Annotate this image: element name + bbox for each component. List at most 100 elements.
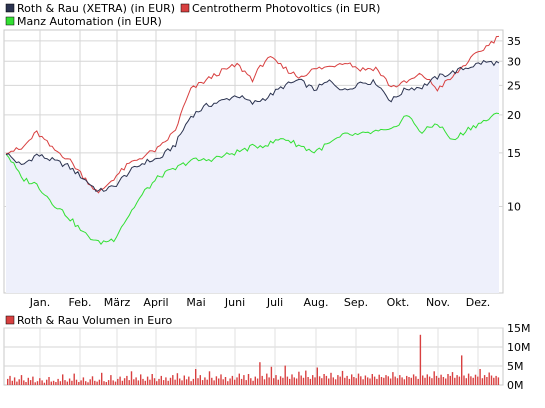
volume-plot-frame (3, 327, 504, 386)
volume-bar (273, 378, 275, 385)
volume-bar (188, 376, 190, 385)
volume-bar (32, 376, 34, 385)
volume-bar (94, 380, 96, 385)
month-tick-4: Mai (186, 296, 205, 309)
legend-swatch-roth-rau (5, 3, 15, 13)
legend-swatch-manz (5, 16, 15, 26)
volume-bar (332, 377, 334, 385)
volume-bar (318, 376, 321, 385)
volume-bar (247, 374, 250, 385)
volume-bar (284, 365, 286, 385)
volume-bar (50, 381, 52, 385)
volume-bar (467, 373, 470, 385)
volume-bar (208, 371, 211, 385)
volume-bar (82, 377, 85, 385)
volume-bar (490, 375, 493, 385)
volume-bar (110, 375, 112, 385)
volume-bar (126, 375, 128, 385)
month-tick-11: Dez. (466, 296, 491, 309)
volume-bar (121, 380, 124, 385)
volume-bar (254, 376, 256, 385)
volume-bar (9, 375, 11, 385)
volume-bar (190, 381, 192, 385)
volume-bar (348, 378, 351, 385)
volume-bar (410, 377, 412, 385)
volume-bar (73, 373, 75, 385)
volume-bar (346, 375, 348, 385)
volume-bar (29, 380, 32, 385)
volume-bar (387, 376, 389, 385)
volume-bar (185, 379, 188, 385)
volume-bar (367, 377, 369, 385)
volume-bar (57, 378, 59, 385)
month-tick-10: Nov. (426, 296, 450, 309)
volume-bar (39, 378, 41, 385)
volume-bar (133, 379, 135, 385)
volume-bar (183, 375, 185, 385)
volume-bar (472, 377, 474, 385)
volume-bar (55, 382, 57, 385)
volume-bar (52, 380, 55, 385)
volume-bar (328, 378, 330, 385)
volume-bar (353, 377, 355, 385)
volume-bar (279, 376, 282, 385)
volume-bar (289, 378, 291, 385)
volume-bar (167, 380, 169, 385)
volume-bar (130, 371, 133, 385)
volume-bar (222, 379, 224, 385)
volume-bar (192, 378, 195, 385)
volume-bar (341, 370, 344, 385)
volume-bar (224, 377, 227, 385)
volume-bar (282, 377, 284, 385)
volume-bar (156, 381, 158, 385)
volume-panel: Roth & Rau Volumen in Euro 0M 5M 10M 15M (3, 314, 531, 392)
volume-bar (293, 377, 295, 385)
volume-bar (96, 381, 98, 385)
price-y-tick-10: 10 (507, 201, 521, 214)
volume-bar (179, 378, 181, 385)
volume-bar (123, 378, 126, 385)
volume-bar (18, 379, 20, 385)
volume-bar (412, 374, 415, 385)
volume-bar (415, 376, 417, 385)
volume-bar (135, 377, 137, 385)
volume-bar (240, 378, 243, 385)
volume-bar (392, 372, 394, 385)
volume-bar (440, 374, 442, 385)
legend-label-manz: Manz Automation (in EUR) (17, 15, 162, 28)
volume-bar (107, 380, 110, 385)
roth-rau-line (5, 59, 500, 192)
volume-bar (369, 378, 371, 385)
volume-bar (277, 379, 279, 385)
volume-bar (424, 377, 426, 385)
price-plot: 10 15 20 25 30 35 Jan. Feb. März April Mai Juni Jul… (3, 29, 521, 309)
volume-bar (362, 379, 364, 385)
centrotherm-line (5, 35, 500, 194)
volume-bar (204, 377, 206, 385)
volume-bar (101, 372, 103, 385)
volume-bar (300, 375, 302, 385)
volume-bar (62, 374, 64, 385)
volume-bar (231, 375, 234, 385)
volume-bar (461, 355, 463, 385)
volume-bar (201, 380, 204, 385)
volume-bar (442, 377, 445, 385)
volume-bar (27, 377, 29, 385)
volume-bar (149, 379, 151, 385)
volume-bar (445, 378, 447, 385)
volume-bar (493, 377, 495, 385)
volume-bar (291, 374, 293, 385)
volume-bar (142, 378, 144, 385)
volume-bar (16, 381, 18, 385)
price-lines (5, 35, 500, 246)
volume-bar (197, 378, 199, 385)
volume-bar (174, 379, 176, 385)
volume-bar (146, 376, 149, 385)
volume-bar (364, 375, 367, 385)
volume-bar (140, 374, 142, 385)
volume-bar (128, 380, 130, 385)
volume-bar (394, 376, 396, 385)
volume-bar (158, 378, 160, 385)
month-tick-3: April (143, 296, 168, 309)
volume-bar (451, 372, 454, 385)
